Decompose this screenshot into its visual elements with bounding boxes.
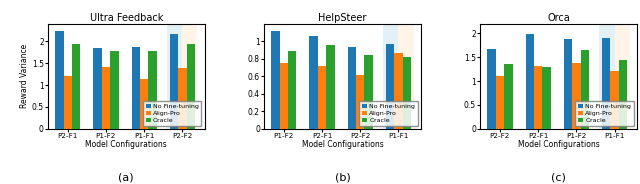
Bar (580, 50, 589, 129)
X-axis label: Model Configurations: Model Configurations (85, 140, 167, 149)
Bar (619, 60, 627, 129)
Title: Ultra Feedback: Ultra Feedback (90, 13, 163, 23)
Bar (167, 24, 182, 129)
Text: (c): (c) (551, 173, 566, 183)
Legend: No Fine-tuning, Align-Pro, Oracle: No Fine-tuning, Align-Pro, Oracle (143, 101, 202, 126)
X-axis label: Model Configurations: Model Configurations (301, 140, 383, 149)
Bar (63, 76, 72, 129)
Bar (403, 57, 411, 129)
Bar (182, 24, 198, 129)
Bar (611, 71, 619, 129)
Title: Orca: Orca (547, 13, 570, 23)
Bar (178, 68, 186, 129)
Text: (a): (a) (118, 173, 134, 183)
Title: HelpSteer: HelpSteer (318, 13, 367, 23)
Bar (280, 63, 288, 129)
Bar (572, 63, 580, 129)
X-axis label: Model Configurations: Model Configurations (518, 140, 600, 149)
Bar (399, 24, 413, 129)
Bar (504, 64, 513, 129)
Bar (170, 33, 178, 129)
Bar (394, 53, 403, 129)
Bar (386, 44, 394, 129)
Bar (288, 51, 296, 129)
Y-axis label: Reward Variance: Reward Variance (20, 44, 29, 109)
Bar (72, 45, 81, 129)
Bar (110, 51, 118, 129)
Bar (271, 31, 280, 129)
Bar (309, 36, 318, 129)
Bar (542, 67, 551, 129)
Bar (148, 51, 157, 129)
Bar (487, 49, 496, 129)
Bar (186, 44, 195, 129)
Bar (102, 67, 110, 129)
Bar (318, 66, 326, 129)
Bar (600, 24, 614, 129)
Legend: No Fine-tuning, Align-Pro, Oracle: No Fine-tuning, Align-Pro, Oracle (359, 101, 417, 126)
Bar (55, 31, 63, 129)
Bar (383, 24, 399, 129)
Bar (356, 75, 364, 129)
Bar (140, 79, 148, 129)
Bar (602, 38, 611, 129)
Legend: No Fine-tuning, Align-Pro, Oracle: No Fine-tuning, Align-Pro, Oracle (575, 101, 634, 126)
Bar (326, 45, 335, 129)
Bar (93, 48, 102, 129)
Text: (b): (b) (335, 173, 350, 183)
Bar (348, 47, 356, 129)
Bar (525, 34, 534, 129)
Bar (364, 54, 373, 129)
Bar (534, 66, 542, 129)
Bar (614, 24, 630, 129)
Bar (132, 47, 140, 129)
Bar (564, 39, 572, 129)
Bar (496, 76, 504, 129)
